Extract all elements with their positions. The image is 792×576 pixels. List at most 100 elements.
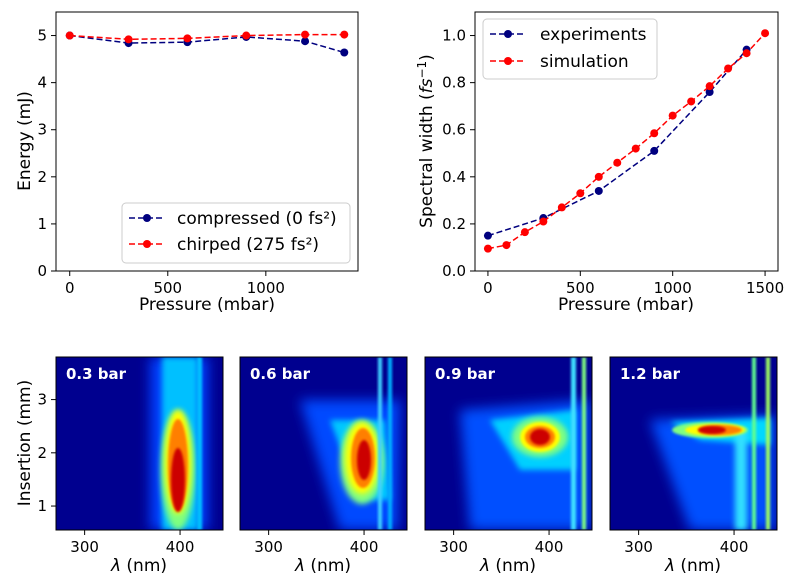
x-tick-label: 1000 (247, 279, 285, 297)
legend-marker-chirped (143, 240, 151, 248)
data-point-1-4 (301, 30, 310, 39)
data-point-0-0 (483, 231, 492, 240)
energy-legend-frame (121, 202, 351, 264)
legend-marker-experiments (504, 30, 512, 38)
legend-label-simulation: simulation (540, 52, 629, 72)
heatmap-panel-2: 0.9 bar 300 400 λ (nm) (424, 356, 593, 576)
y-tick-label: 0.0 (442, 262, 466, 280)
heatmap-pressure-label-2: 0.9 bar (435, 365, 496, 383)
energy-x-label: Pressure (mbar) (139, 295, 275, 315)
data-point-1-3 (539, 217, 548, 226)
data-point-1-2 (183, 34, 192, 43)
data-point-1-8 (631, 144, 640, 153)
heatmap-x-label-0: λ (nm) (110, 556, 167, 576)
series-line-0 (69, 34, 345, 54)
data-point-1-14 (742, 49, 751, 58)
spectral-width-chart: 0 500 1000 1500 0.0 0.2 0.4 0.6 0.8 1.0 Pressure… (415, 11, 784, 315)
x-tick-label: 1000 (654, 279, 692, 297)
heatmap-panel-1: 0.6 bar 300 400 λ (nm) (239, 356, 408, 576)
legend-marker-simulation (504, 57, 512, 65)
energy-y-axis: 0 1 2 3 4 5 (37, 27, 56, 280)
energy-x-axis: 0 500 1000 (65, 271, 285, 297)
y-tick-label: 0.8 (442, 74, 466, 92)
data-point-1-7 (613, 158, 622, 167)
y-tick-label: 3 (37, 121, 47, 139)
y-tick-label: 0.6 (442, 121, 466, 139)
data-point-0-5 (340, 48, 349, 57)
data-point-1-4 (557, 203, 566, 212)
data-point-1-11 (687, 97, 696, 106)
spectra-heatmaps: Insertion (mm) 0.3 bar 300 400 1 2 3 λ (nm) (15, 356, 778, 576)
data-point-0-4 (301, 37, 310, 46)
heatmap-frame-1 (239, 356, 408, 531)
heatmap-panel-3: 1.2 bar 300 400 λ (nm) (609, 356, 778, 576)
x-tick-label: 300 (439, 538, 468, 556)
data-point-1-1 (502, 241, 511, 250)
x-tick-label: 1500 (746, 279, 784, 297)
series-line-0 (487, 49, 748, 237)
heatmap-x-axis-0: 300 400 (70, 530, 194, 556)
heatmap-x-label-3: λ (nm) (664, 556, 721, 576)
data-point-1-12 (705, 82, 714, 91)
width-x-axis: 0 500 1000 1500 (483, 271, 784, 297)
y-tick-label: 2 (37, 168, 47, 186)
y-tick-label: 1 (37, 215, 47, 233)
heatmap-x-label-2: λ (nm) (479, 556, 536, 576)
heatmap-image-0 (56, 357, 223, 530)
x-tick-label: 300 (70, 538, 99, 556)
x-tick-label: 400 (166, 538, 195, 556)
width-legend: experiments simulation (482, 18, 658, 80)
heatmap-pressure-label-1: 0.6 bar (250, 365, 311, 383)
data-point-1-1 (124, 35, 133, 44)
heatmap-pressure-label-3: 1.2 bar (620, 365, 681, 383)
heatmap-frame-0 (55, 356, 224, 531)
heatmap-x-axis-2: 300 400 (439, 530, 563, 556)
energy-chart: 0 500 1000 0 1 2 3 4 5 Pressure (mbar) Energy (… (15, 11, 359, 315)
data-point-0-4 (705, 88, 714, 97)
legend-label-compressed: compressed (0 fs²) (177, 209, 337, 229)
heatmap-pressure-label-0: 0.3 bar (66, 365, 127, 383)
y-tick-label: 4 (37, 74, 47, 92)
energy-legend: compressed (0 fs²) chirped (275 fs²) (121, 202, 351, 264)
data-point-1-10 (668, 111, 677, 120)
y-tick-label: 1.0 (442, 27, 466, 45)
data-point-1-3 (242, 31, 251, 40)
heatmap-y-label: Insertion (mm) (15, 380, 35, 506)
width-x-label: Pressure (mbar) (558, 295, 694, 315)
x-tick-label: 500 (153, 279, 182, 297)
data-point-1-13 (724, 64, 733, 73)
x-tick-label: 500 (566, 279, 595, 297)
x-tick-label: 300 (624, 538, 653, 556)
y-tick-label: 1 (37, 497, 47, 515)
heatmap-image-2 (425, 357, 592, 530)
series-line-1 (487, 32, 766, 250)
y-tick-label: 3 (37, 391, 47, 409)
energy-series (65, 30, 349, 57)
x-tick-label: 400 (720, 538, 749, 556)
x-tick-label: 0 (483, 279, 493, 297)
width-plot-frame (474, 11, 779, 272)
width-series (483, 29, 770, 253)
y-tick-label: 2 (37, 444, 47, 462)
legend-marker-compressed (143, 214, 151, 222)
data-point-1-6 (594, 172, 603, 181)
heatmap-image-3 (610, 357, 777, 530)
data-point-1-5 (340, 30, 349, 39)
y-tick-label: 0 (37, 262, 47, 280)
heatmap-frame-2 (424, 356, 593, 531)
heatmap-x-axis-1: 300 400 (254, 530, 378, 556)
data-point-1-9 (650, 129, 659, 138)
y-tick-label: 0.2 (442, 215, 466, 233)
data-point-0-2 (594, 186, 603, 195)
data-point-1-0 (483, 244, 492, 253)
heatmap-x-label-1: λ (nm) (294, 556, 351, 576)
legend-label-experiments: experiments (540, 25, 647, 45)
energy-plot-frame (55, 11, 359, 272)
heatmap-image-1 (240, 357, 407, 530)
energy-y-label: Energy (mJ) (15, 91, 35, 191)
data-point-1-15 (761, 29, 770, 38)
legend-label-chirped: chirped (275 fs²) (177, 235, 319, 255)
width-legend-frame (482, 18, 658, 80)
y-tick-label: 5 (37, 27, 47, 45)
